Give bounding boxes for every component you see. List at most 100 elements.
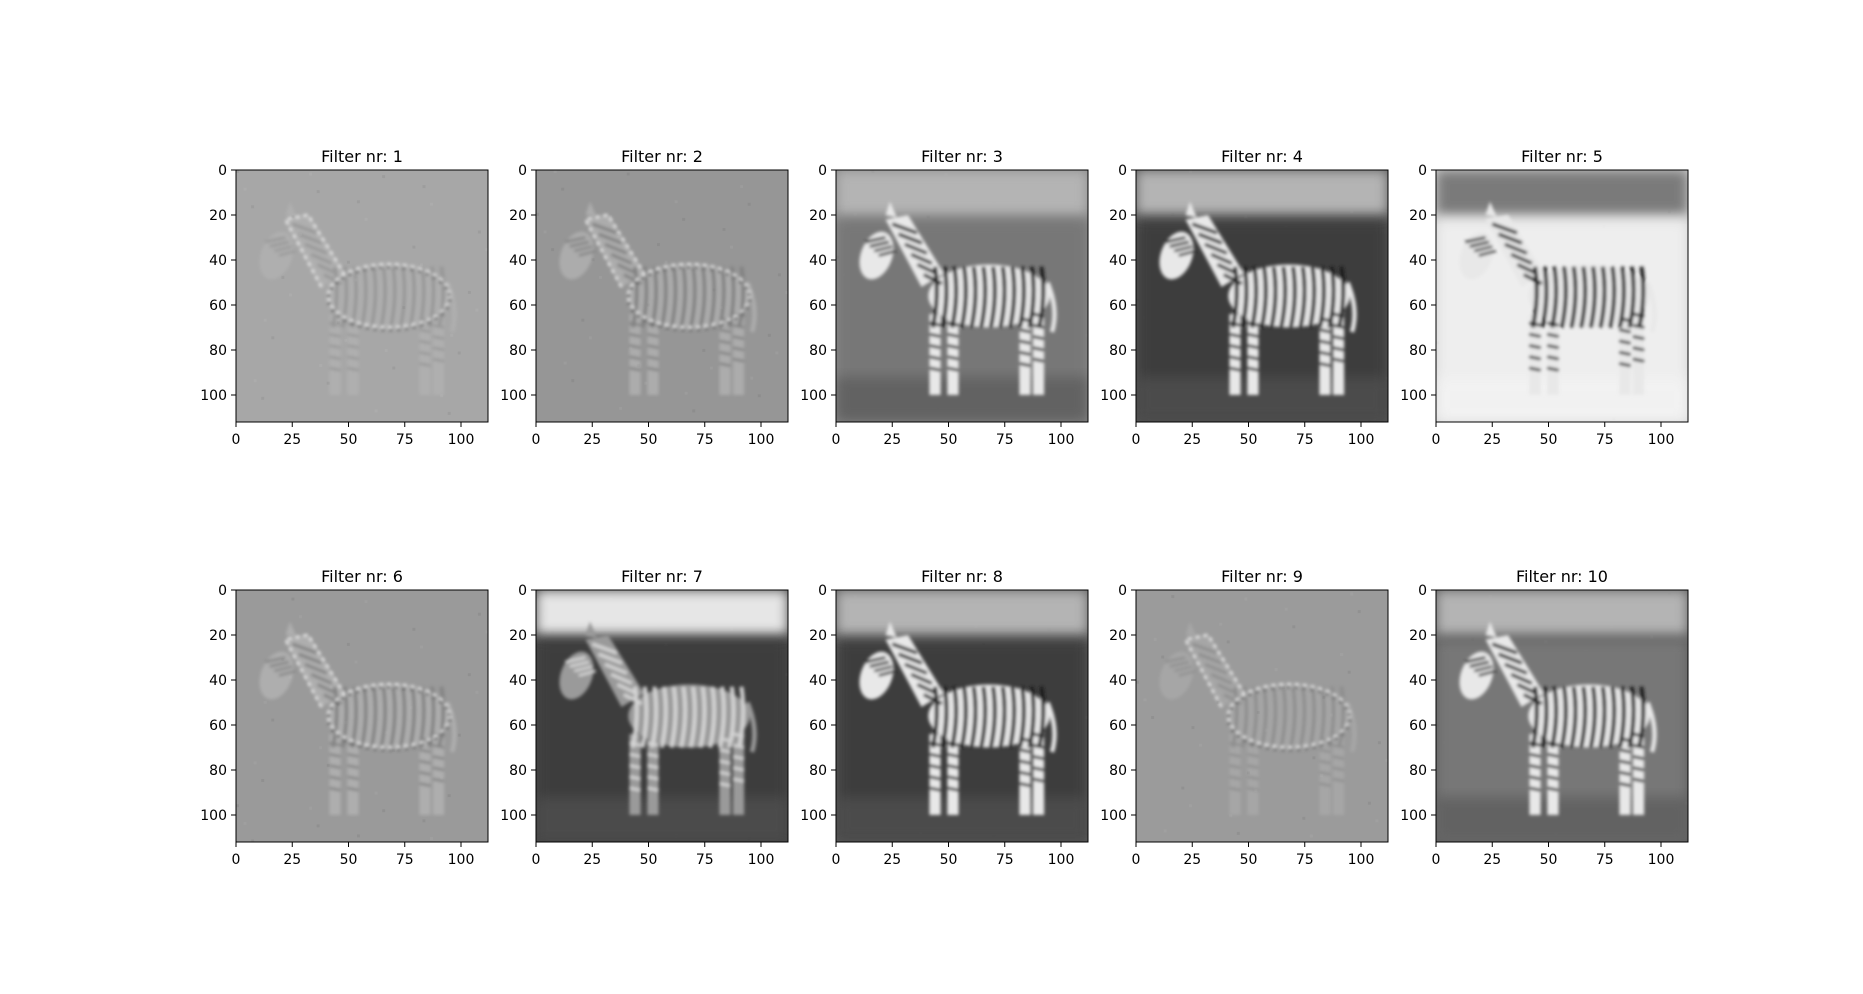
y-tick-label: 80 — [509, 343, 527, 359]
y-tick-label: 40 — [809, 253, 827, 269]
y-tick-label: 60 — [209, 298, 227, 314]
y-tick-label: 80 — [1109, 763, 1127, 779]
feature-map-image — [1136, 170, 1388, 422]
axes-frame — [1435, 169, 1689, 423]
y-tick-label: 60 — [1409, 298, 1427, 314]
y-tick-label: 80 — [209, 763, 227, 779]
panel-title: Filter nr: 8 — [921, 567, 1003, 586]
filter-panel: Filter nr: 8 0 25 50 75 100 0 20 40 60 80 100 — [800, 567, 1089, 868]
axes-frame — [1135, 589, 1389, 843]
panel-title: Filter nr: 1 — [321, 147, 403, 166]
y-tick-label: 0 — [518, 583, 527, 599]
y-tick-label: 20 — [1109, 208, 1127, 224]
axes-frame — [235, 589, 489, 843]
y-tick-label: 80 — [509, 763, 527, 779]
y-tick-label: 60 — [809, 718, 827, 734]
y-tick-label: 20 — [809, 208, 827, 224]
axes-frame — [535, 169, 789, 423]
y-tick-label: 40 — [509, 673, 527, 689]
x-tick-label: 75 — [1596, 432, 1614, 448]
x-tick-label: 0 — [232, 852, 241, 868]
x-tick-label: 0 — [1132, 852, 1141, 868]
feature-map-image — [1436, 170, 1688, 422]
x-tick-label: 75 — [396, 852, 414, 868]
y-tick-label: 0 — [218, 583, 227, 599]
x-tick-label: 25 — [583, 432, 601, 448]
y-tick-label: 80 — [1409, 763, 1427, 779]
y-tick-label: 20 — [1409, 628, 1427, 644]
y-tick-label: 100 — [500, 808, 527, 824]
filter-panel: Filter nr: 7 0 25 50 75 100 0 20 40 60 80 100 — [500, 567, 789, 868]
y-tick-label: 100 — [1100, 388, 1127, 404]
x-tick-label: 25 — [1483, 852, 1501, 868]
feature-map-image — [536, 590, 788, 842]
panel-title: Filter nr: 5 — [1521, 147, 1603, 166]
y-tick-label: 40 — [1109, 673, 1127, 689]
filter-panel: Filter nr: 4 0 25 50 75 100 0 20 40 60 80 100 — [1100, 147, 1389, 448]
x-tick-label: 75 — [996, 852, 1014, 868]
y-tick-label: 40 — [209, 673, 227, 689]
y-tick-label: 20 — [209, 208, 227, 224]
axes-frame — [235, 169, 489, 423]
x-tick-label: 0 — [832, 432, 841, 448]
x-tick-label: 75 — [1296, 432, 1314, 448]
x-tick-label: 75 — [996, 432, 1014, 448]
y-tick-label: 60 — [809, 298, 827, 314]
x-tick-label: 100 — [748, 852, 775, 868]
x-tick-label: 50 — [340, 432, 358, 448]
x-tick-label: 0 — [1432, 432, 1441, 448]
panel-title: Filter nr: 6 — [321, 567, 403, 586]
x-tick-label: 100 — [1348, 852, 1375, 868]
panel-title: Filter nr: 7 — [621, 567, 703, 586]
x-tick-label: 100 — [448, 432, 475, 448]
x-tick-label: 75 — [396, 432, 414, 448]
x-tick-label: 0 — [832, 852, 841, 868]
x-tick-label: 50 — [1240, 852, 1258, 868]
panel-title: Filter nr: 2 — [621, 147, 703, 166]
filter-panel: Filter nr: 6 0 25 50 75 100 0 20 40 60 80 100 — [200, 567, 489, 868]
x-tick-label: 50 — [340, 852, 358, 868]
x-tick-label: 25 — [1483, 432, 1501, 448]
panel-title: Filter nr: 4 — [1221, 147, 1303, 166]
feature-map-image — [1436, 590, 1688, 842]
y-tick-label: 60 — [1109, 718, 1127, 734]
y-tick-label: 40 — [209, 253, 227, 269]
panel-title: Filter nr: 9 — [1221, 567, 1303, 586]
x-tick-label: 25 — [283, 852, 301, 868]
y-tick-label: 40 — [1109, 253, 1127, 269]
axes-frame — [835, 169, 1089, 423]
filter-panel: Filter nr: 1 0 25 50 75 100 0 20 40 60 80 100 — [200, 147, 489, 448]
y-tick-label: 20 — [509, 208, 527, 224]
filter-panel: Filter nr: 9 0 25 50 75 100 0 20 40 60 80 100 — [1100, 567, 1389, 868]
y-tick-label: 80 — [1109, 343, 1127, 359]
feature-map-image — [836, 590, 1088, 842]
x-tick-label: 25 — [1183, 432, 1201, 448]
y-tick-label: 100 — [800, 808, 827, 824]
y-tick-label: 40 — [1409, 253, 1427, 269]
x-tick-label: 0 — [532, 432, 541, 448]
x-tick-label: 25 — [583, 852, 601, 868]
x-tick-label: 25 — [1183, 852, 1201, 868]
y-tick-label: 60 — [209, 718, 227, 734]
feature-map-image — [536, 170, 788, 422]
y-tick-label: 0 — [818, 583, 827, 599]
filter-panel: Filter nr: 2 0 25 50 75 100 0 20 40 60 80 100 — [500, 147, 789, 448]
feature-map-image — [236, 170, 488, 422]
x-tick-label: 100 — [1048, 852, 1075, 868]
x-tick-label: 0 — [1432, 852, 1441, 868]
y-tick-label: 20 — [509, 628, 527, 644]
axes-frame — [535, 589, 789, 843]
y-tick-label: 80 — [809, 763, 827, 779]
y-tick-label: 100 — [800, 388, 827, 404]
y-tick-label: 100 — [500, 388, 527, 404]
x-tick-label: 100 — [1048, 432, 1075, 448]
x-tick-label: 50 — [1240, 432, 1258, 448]
feature-map-image — [236, 590, 488, 842]
feature-map-image — [1136, 590, 1388, 842]
x-tick-label: 100 — [448, 852, 475, 868]
x-tick-label: 25 — [283, 432, 301, 448]
x-tick-label: 0 — [232, 432, 241, 448]
y-tick-label: 40 — [809, 673, 827, 689]
y-tick-label: 40 — [1409, 673, 1427, 689]
y-tick-label: 100 — [1400, 388, 1427, 404]
